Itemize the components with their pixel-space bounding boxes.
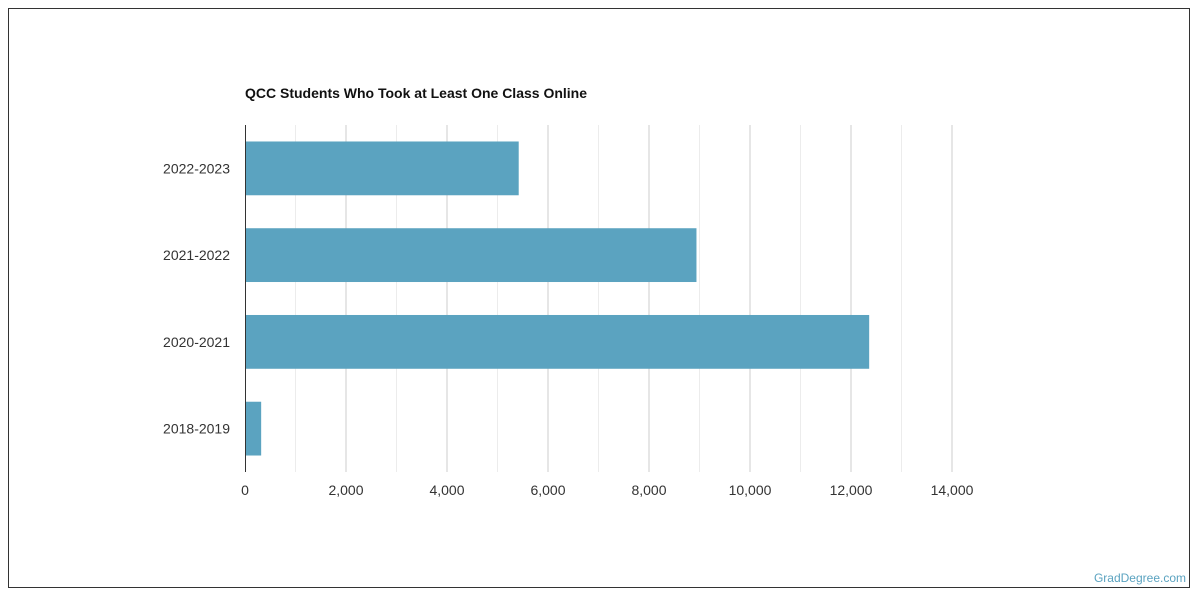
x-tick-label: 10,000 xyxy=(729,482,772,498)
x-tick-label: 12,000 xyxy=(830,482,873,498)
bar xyxy=(245,141,519,196)
x-tick-label: 6,000 xyxy=(530,482,565,498)
category-label: 2020-2021 xyxy=(163,334,230,350)
source-link[interactable]: GradDegree.com xyxy=(1093,571,1186,585)
bar xyxy=(245,228,697,283)
bar xyxy=(245,401,262,456)
category-label: 2021-2022 xyxy=(163,247,230,263)
bar xyxy=(245,314,870,369)
x-tick-label: 4,000 xyxy=(429,482,464,498)
x-tick-label: 8,000 xyxy=(631,482,666,498)
x-tick-label: 0 xyxy=(241,482,249,498)
category-label: 2018-2019 xyxy=(163,421,230,437)
x-tick-label: 14,000 xyxy=(931,482,974,498)
category-label: 2022-2023 xyxy=(163,160,230,176)
x-tick-label: 2,000 xyxy=(328,482,363,498)
chart-title: QCC Students Who Took at Least One Class… xyxy=(245,85,588,101)
